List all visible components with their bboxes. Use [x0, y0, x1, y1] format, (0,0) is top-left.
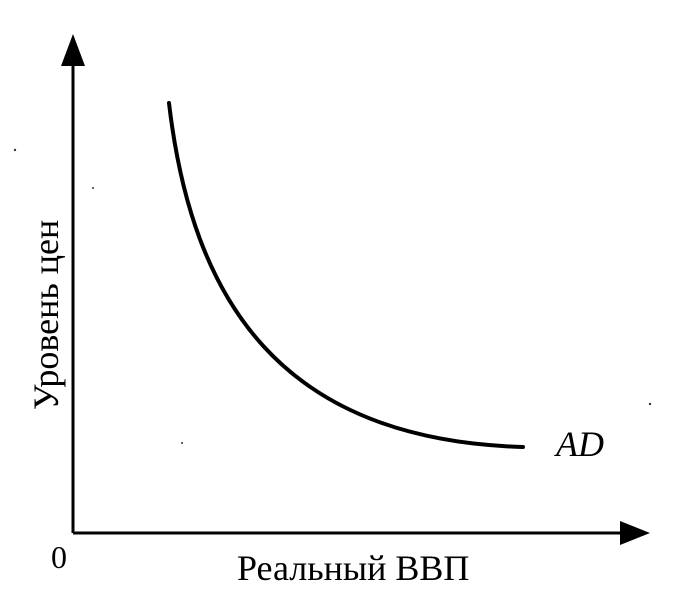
scan-speck [92, 187, 94, 189]
ad-curve-label: AD [554, 424, 604, 464]
x-axis-arrow [620, 521, 650, 545]
y-axis-arrow [61, 34, 85, 66]
scan-speck [181, 442, 183, 444]
scan-speck [13, 148, 17, 152]
x-axis-label: Реальный ВВП [237, 548, 469, 588]
y-axis-label: Уровень цен [26, 220, 66, 410]
scan-speck [648, 402, 652, 406]
ad-curve [167, 101, 525, 449]
origin-label: 0 [51, 539, 67, 575]
